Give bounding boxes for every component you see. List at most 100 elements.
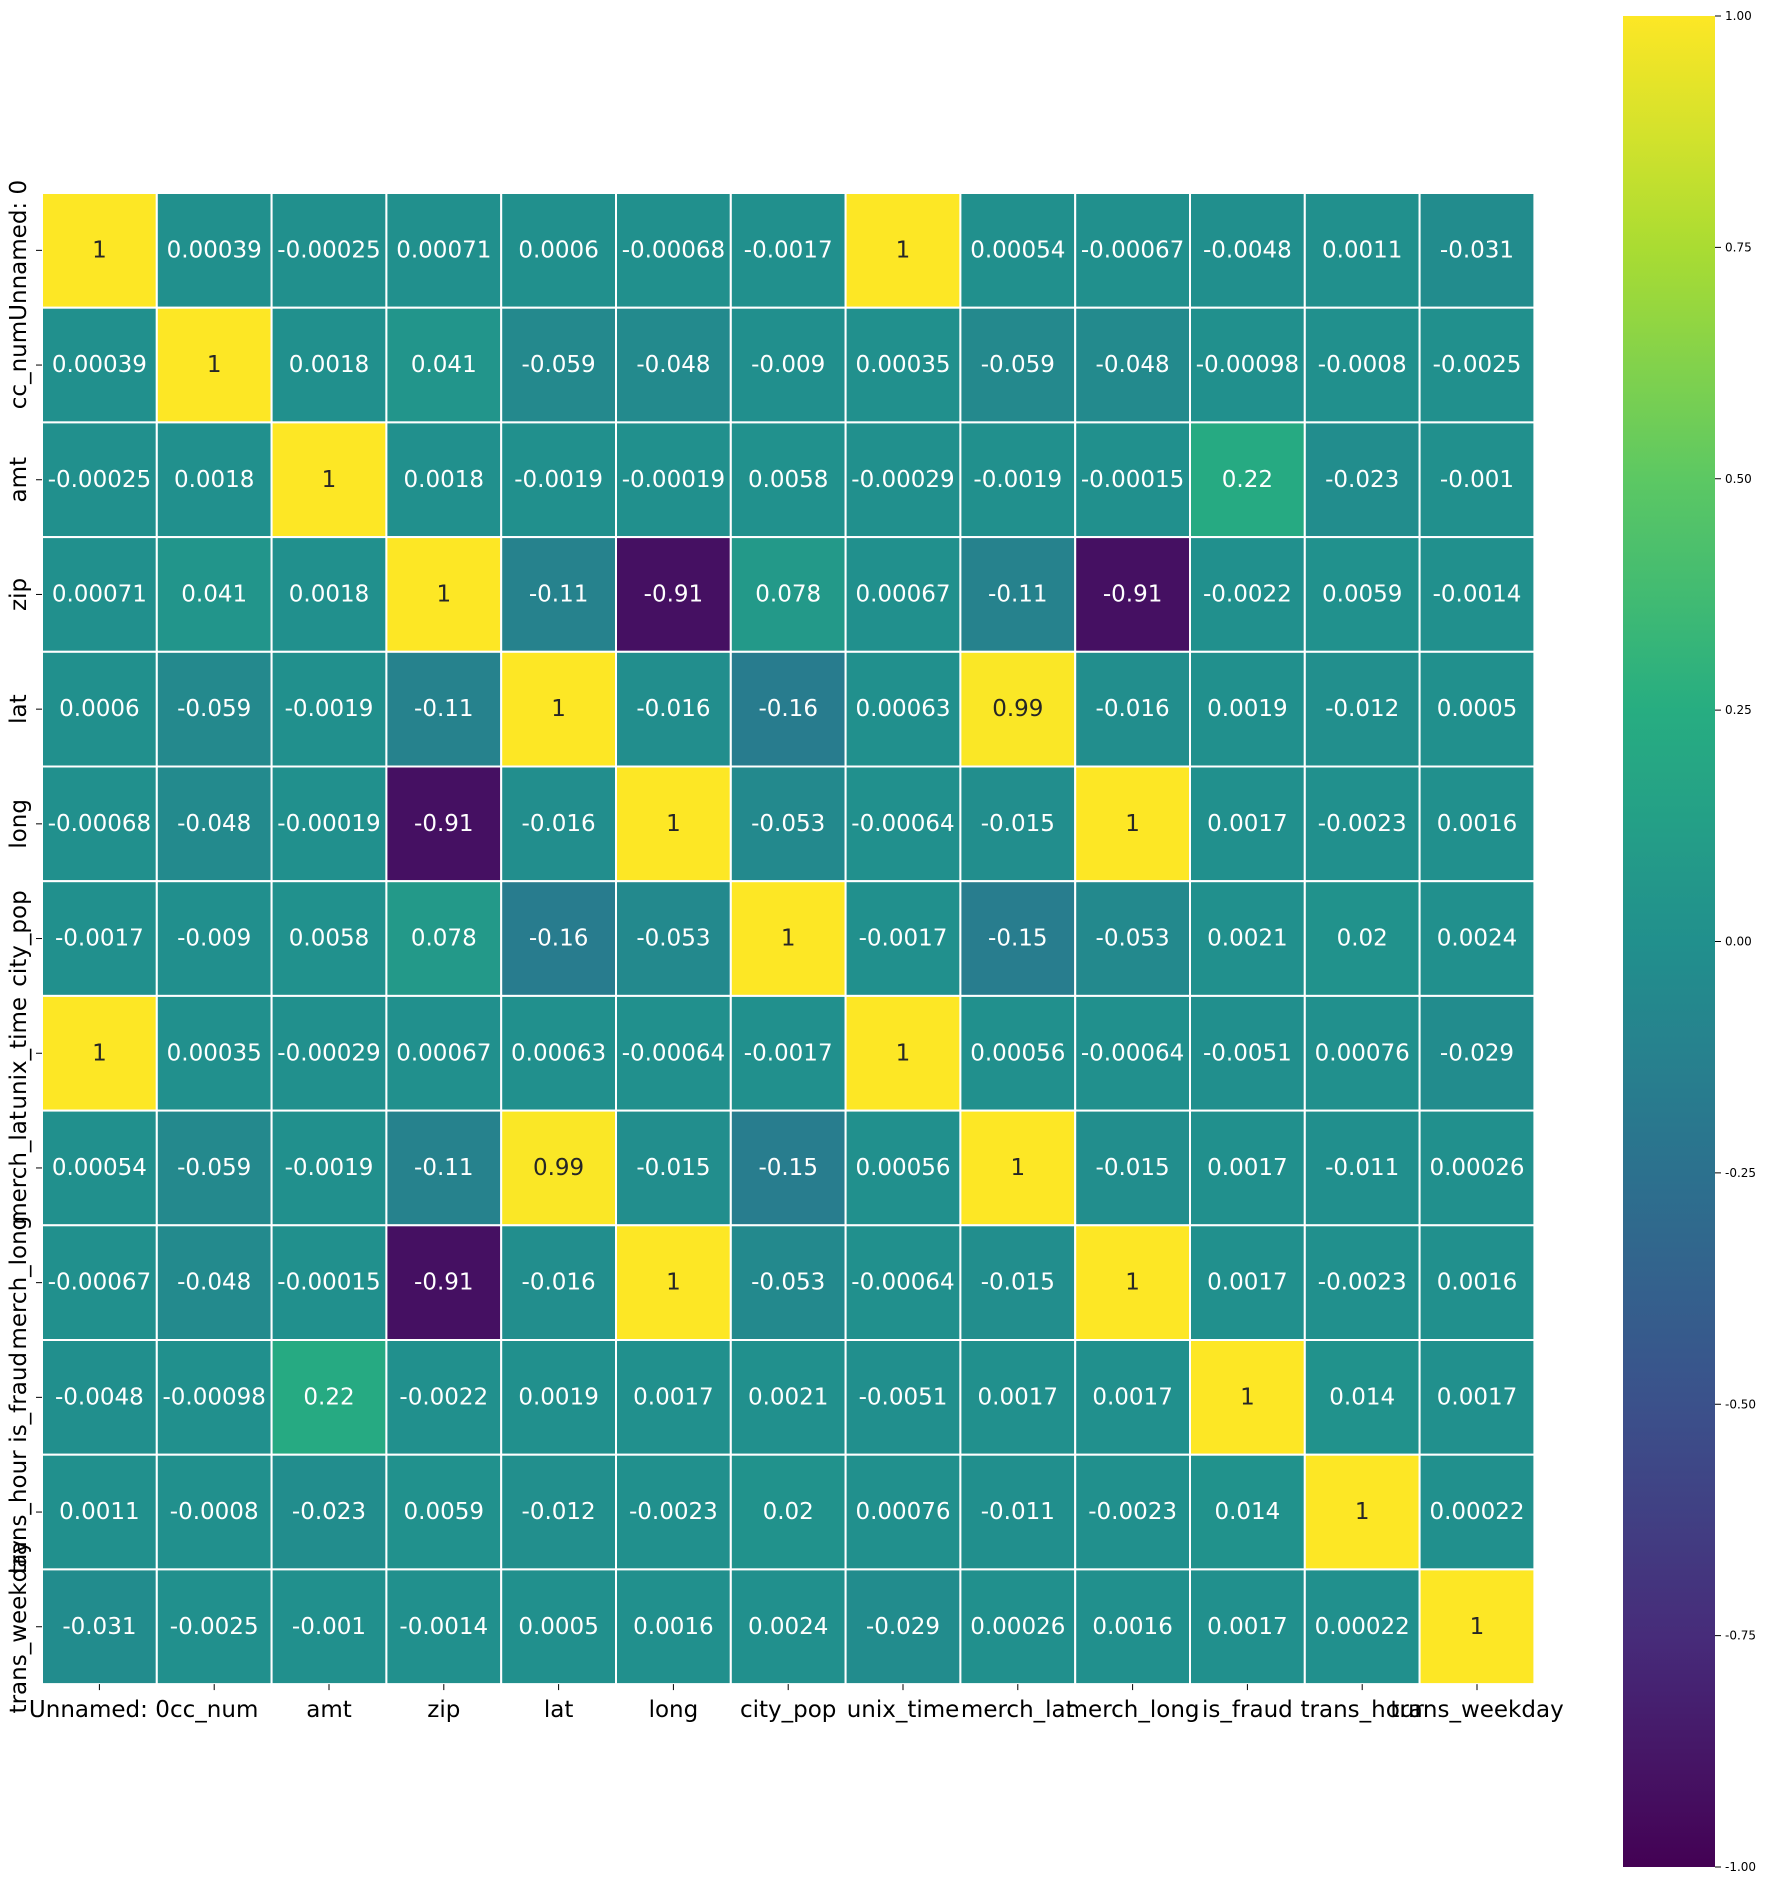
heatmap-cell: [500, 306, 618, 424]
cell-value-label: -0.11: [414, 696, 474, 722]
heatmap-cell: [500, 1339, 618, 1456]
x-tick-label: trans_hour: [1301, 1697, 1425, 1723]
colorbar-tick-label: 0.75: [1725, 240, 1752, 254]
heatmap-cell: [270, 192, 388, 309]
heatmap-cell: [500, 765, 618, 883]
x-tick-label: merch_lat: [961, 1697, 1075, 1723]
cell-value-label: 0.0017: [633, 1384, 713, 1410]
heatmap-cell: [1418, 994, 1536, 1112]
heatmap-cell: [41, 880, 158, 997]
y-tick-label: trans_hour: [6, 1450, 32, 1574]
cell-value-label: -0.023: [1325, 467, 1399, 493]
cell-value-label: 1: [896, 237, 911, 263]
cell-value-label: 0.00071: [52, 581, 147, 607]
colorbar-tick-label: -0.75: [1725, 1629, 1756, 1643]
cell-value-label: -0.0017: [859, 926, 948, 952]
cell-value-label: 1: [1125, 1270, 1140, 1296]
heatmap-cell: [844, 994, 962, 1112]
heatmap-cell: [270, 1453, 388, 1571]
x-axis-tick-labels: Unnamed: 0 cc_num amt zip lat long city_pop uni…: [29, 1684, 1564, 1723]
cell-value-label: -0.009: [177, 926, 251, 952]
cell-value-label: -0.016: [636, 696, 710, 722]
heatmap-cell: [155, 650, 273, 768]
cell-value-label: -0.00068: [622, 237, 725, 263]
heatmap-cell: [500, 421, 618, 539]
cell-value-label: -0.91: [1103, 581, 1163, 607]
x-tick-label: zip: [427, 1697, 460, 1723]
y-tick-label: lat: [6, 694, 32, 724]
cell-value-label: 0.22: [1222, 467, 1273, 493]
heatmap-cell: [959, 1339, 1077, 1456]
heatmap-cell: [1074, 421, 1191, 539]
cell-value-label: -0.00064: [1081, 1040, 1184, 1066]
heatmap-cell: [959, 994, 1077, 1112]
heatmap-cell: [270, 1224, 388, 1342]
cell-value-label: 0.00022: [1315, 1614, 1410, 1640]
cell-value-label: -0.91: [414, 1270, 474, 1296]
heatmap-cell: [729, 880, 847, 997]
heatmap-cell: [385, 536, 503, 653]
cell-value-label: -0.031: [1440, 237, 1514, 263]
heatmap-cell: [615, 994, 732, 1112]
heatmap-cell: [41, 306, 158, 424]
heatmap-cell: [1189, 765, 1306, 883]
heatmap-cell: [155, 1224, 273, 1342]
heatmap-cell: [41, 1224, 158, 1342]
cell-value-label: 0.0017: [1207, 811, 1287, 837]
x-tick-label: merch_long: [1066, 1697, 1200, 1723]
cell-value-label: 1: [92, 1040, 107, 1066]
heatmap-cell: [1418, 306, 1536, 424]
cell-value-label: -0.0017: [55, 926, 144, 952]
y-tick-label: cc_num: [6, 321, 32, 409]
y-tick-label: zip: [6, 578, 32, 611]
cell-value-label: -0.016: [1096, 696, 1170, 722]
colorbar-tick-label: 0.50: [1725, 472, 1752, 486]
cell-value-label: 1: [666, 811, 681, 837]
heatmap-cell: [615, 880, 732, 997]
cell-value-label: -0.00029: [277, 1040, 380, 1066]
heatmap-cell: [41, 536, 158, 653]
cell-value-label: 0.0018: [289, 352, 369, 378]
heatmap-cell: [959, 650, 1077, 768]
heatmap-cell: [1074, 192, 1191, 309]
cell-value-label: 0.0058: [748, 467, 828, 493]
heatmap-cell: [270, 994, 388, 1112]
cell-value-label: 0.00022: [1429, 1499, 1524, 1525]
cell-value-label: 0.00076: [855, 1499, 950, 1525]
heatmap-cell: [385, 1224, 503, 1342]
heatmap-cell: [1303, 1224, 1421, 1342]
cell-value-label: -0.0048: [1203, 237, 1292, 263]
cell-value-label: -0.031: [62, 1614, 136, 1640]
heatmap-cell: [385, 1568, 503, 1686]
heatmap-cell: [729, 765, 847, 883]
cell-value-label: -0.015: [981, 811, 1055, 837]
heatmap-cell: [500, 880, 618, 997]
heatmap-cell: [1303, 1339, 1421, 1456]
cell-value-label: -0.00025: [277, 237, 380, 263]
heatmap-cell: [1418, 880, 1536, 997]
cell-value-label: -0.16: [529, 926, 589, 952]
x-tick-label: lat: [544, 1697, 574, 1723]
cell-value-label: -0.00067: [1081, 237, 1184, 263]
cell-value-label: -0.0019: [514, 467, 603, 493]
cell-value-label: -0.0008: [1318, 352, 1407, 378]
heatmap-cell: [1189, 880, 1306, 997]
heatmap-cell: [615, 536, 732, 653]
heatmap-cell: [1303, 1568, 1421, 1686]
heatmap-cell: [615, 1453, 732, 1571]
cell-value-label: -0.0048: [55, 1384, 144, 1410]
cell-value-label: -0.00029: [851, 467, 954, 493]
heatmap-cell: [844, 306, 962, 424]
cell-value-label: -0.00064: [851, 811, 954, 837]
cell-value-label: 1: [551, 696, 566, 722]
heatmap-cell: [500, 994, 618, 1112]
heatmap-cell: [500, 1568, 618, 1686]
cell-value-label: 0.00067: [855, 581, 950, 607]
cell-value-label: 0.00039: [167, 237, 262, 263]
x-tick-label: is_fraud: [1202, 1697, 1293, 1723]
cell-value-label: 0.99: [992, 696, 1043, 722]
x-tick-label: amt: [306, 1697, 352, 1723]
cell-value-label: 0.0059: [1322, 581, 1402, 607]
cell-value-label: 0.0017: [1207, 1270, 1287, 1296]
heatmap-cell: [385, 765, 503, 883]
